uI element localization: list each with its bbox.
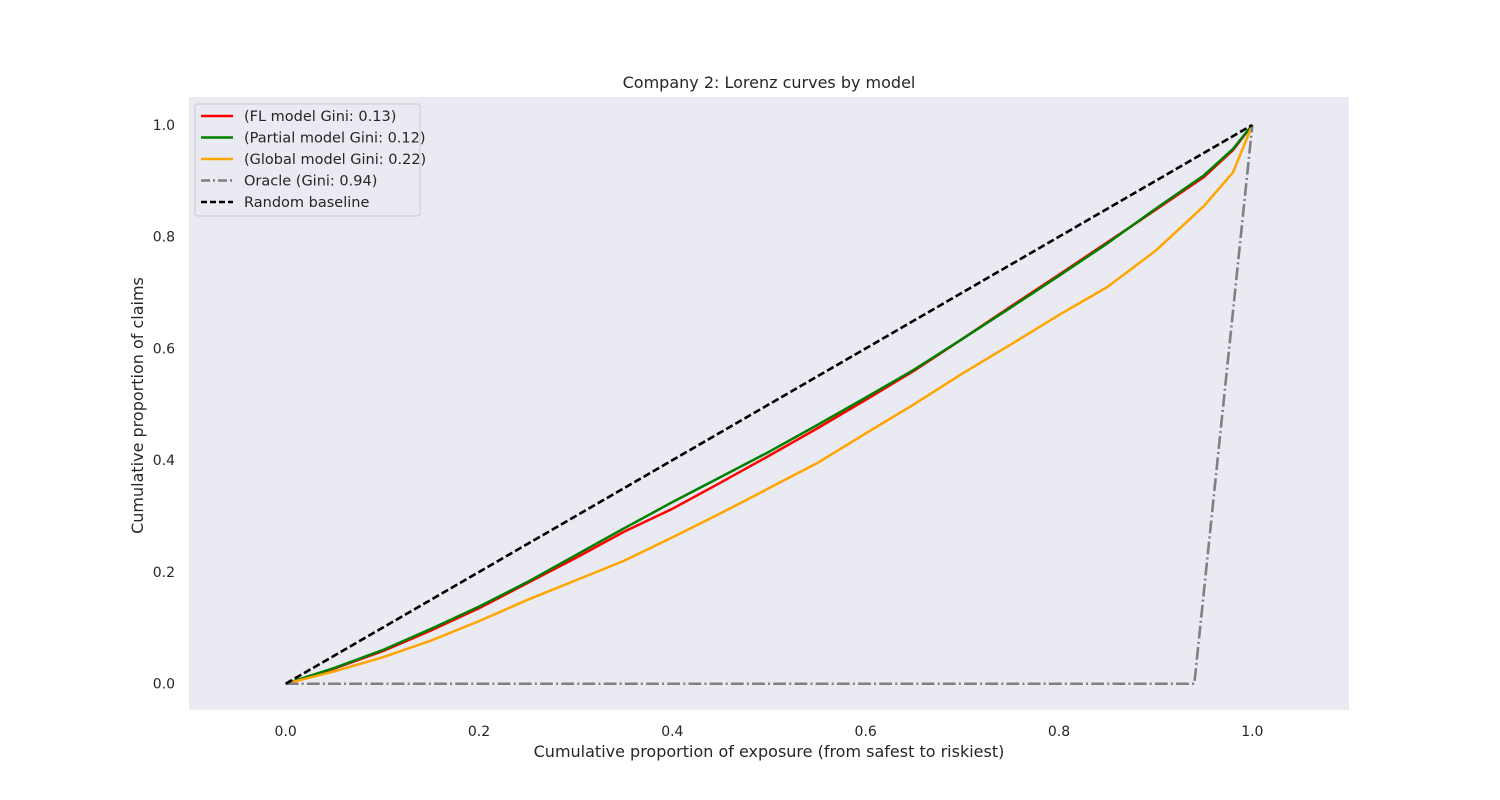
legend-label: (Partial model Gini: 0.12): [244, 131, 426, 147]
y-tick-label: 0.4: [153, 453, 175, 469]
series-line: [285, 124, 1254, 686]
x-tick-label: 0.0: [275, 724, 297, 740]
x-tick-label: 1.0: [1241, 724, 1263, 740]
y-axis-label: Cumulative proportion of claims: [128, 277, 147, 534]
chart-title: Company 2: Lorenz curves by model: [623, 73, 916, 92]
x-tick-label: 0.4: [661, 724, 683, 740]
legend-label: (Global model Gini: 0.22): [244, 152, 426, 168]
x-tick-label: 0.6: [855, 724, 877, 740]
x-tick-label: 0.8: [1048, 724, 1070, 740]
series-layer: [285, 123, 1254, 686]
x-axis-label: Cumulative proportion of exposure (from …: [534, 742, 1005, 761]
legend-label: Random baseline: [244, 195, 369, 211]
y-tick-label: 0.6: [153, 341, 175, 357]
y-tick-label: 0.2: [153, 565, 175, 581]
legend-label: (FL model Gini: 0.13): [244, 109, 396, 125]
series-line: [285, 124, 1254, 685]
y-tick-label: 0.8: [153, 230, 175, 246]
legend-box: [194, 103, 421, 217]
y-tick-label: 1.0: [153, 118, 175, 134]
legend: (FL model Gini: 0.13) (Partial model Gini…: [194, 103, 426, 217]
x-tick-label: 0.2: [468, 724, 490, 740]
y-tick-label: 0.0: [153, 677, 175, 693]
series-line: [285, 124, 1254, 685]
series-line: [285, 123, 1253, 685]
legend-label: Oracle (Gini: 0.94): [244, 174, 377, 190]
ticks-layer: 0.0 0.2 0.4 0.6 0.8 1.0 0.0 0.2 0.4 0.6 0.8 1.0: [153, 118, 1264, 740]
legend-items: (FL model Gini: 0.13) (Partial model Gini…: [201, 109, 426, 211]
